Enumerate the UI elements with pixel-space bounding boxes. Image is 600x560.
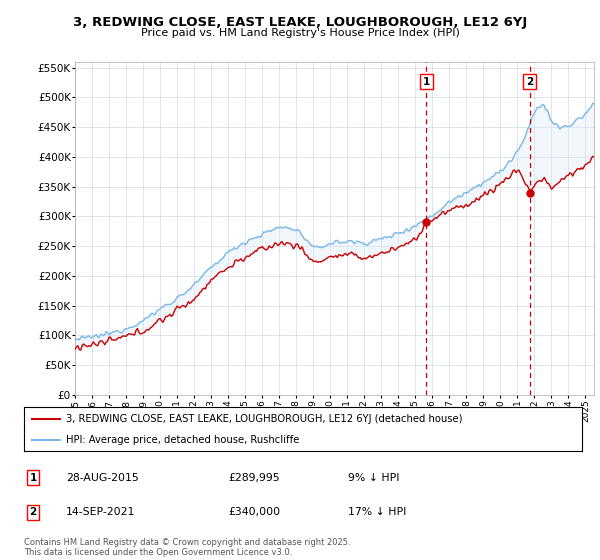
- Text: Price paid vs. HM Land Registry's House Price Index (HPI): Price paid vs. HM Land Registry's House …: [140, 28, 460, 38]
- Text: £340,000: £340,000: [228, 507, 280, 517]
- Text: 1: 1: [423, 77, 430, 87]
- Text: 14-SEP-2021: 14-SEP-2021: [66, 507, 136, 517]
- Text: 17% ↓ HPI: 17% ↓ HPI: [348, 507, 406, 517]
- Text: 1: 1: [29, 473, 37, 483]
- Text: Contains HM Land Registry data © Crown copyright and database right 2025.
This d: Contains HM Land Registry data © Crown c…: [24, 538, 350, 557]
- Text: 3, REDWING CLOSE, EAST LEAKE, LOUGHBOROUGH, LE12 6YJ: 3, REDWING CLOSE, EAST LEAKE, LOUGHBOROU…: [73, 16, 527, 29]
- Text: 2: 2: [526, 77, 533, 87]
- Text: 3, REDWING CLOSE, EAST LEAKE, LOUGHBOROUGH, LE12 6YJ (detached house): 3, REDWING CLOSE, EAST LEAKE, LOUGHBOROU…: [66, 414, 463, 424]
- Text: £289,995: £289,995: [228, 473, 280, 483]
- Text: 2: 2: [29, 507, 37, 517]
- Text: 28-AUG-2015: 28-AUG-2015: [66, 473, 139, 483]
- Text: 9% ↓ HPI: 9% ↓ HPI: [348, 473, 400, 483]
- Text: HPI: Average price, detached house, Rushcliffe: HPI: Average price, detached house, Rush…: [66, 435, 299, 445]
